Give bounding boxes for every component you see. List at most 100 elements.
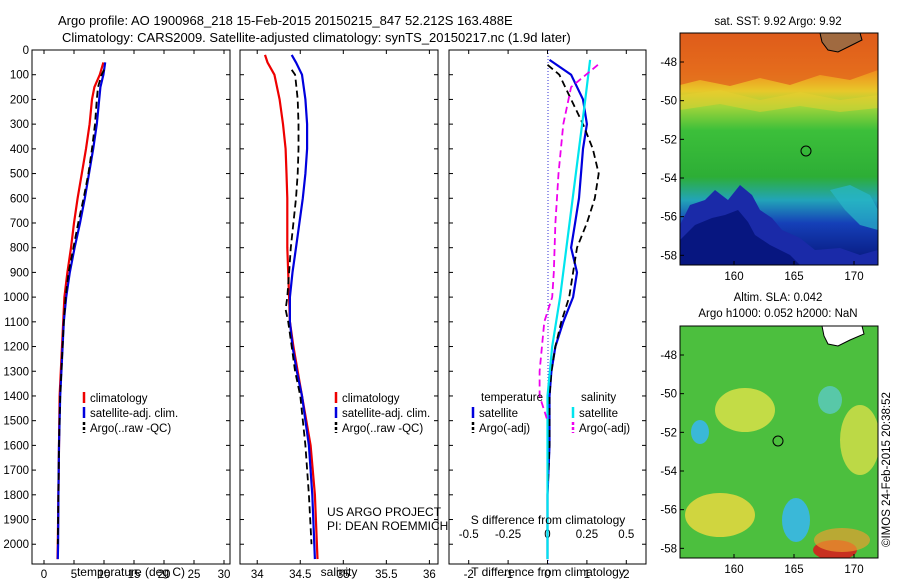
depth-tick-label: 800 <box>10 243 29 255</box>
depth-tick-label: 2000 <box>3 539 29 551</box>
legend-label: Argo(-adj) <box>579 423 630 435</box>
x-tick-label: 15 <box>128 569 141 580</box>
legend-label: satellite-adj. clim. <box>342 408 430 420</box>
depth-axis: 0 100 200 300 400 500 600 700 800 900 1000 1100 1200… <box>3 45 230 551</box>
x-tick-label: 0 <box>41 569 47 580</box>
series-line <box>546 59 592 560</box>
salinity-x-axis: 34 34.5 35 35.5 36 <box>251 50 436 580</box>
legend-group-title: temperature <box>481 392 543 404</box>
temperature-series <box>56 62 107 560</box>
series-line <box>56 62 107 560</box>
sst-map-axes: 160 165 170 -48 -50 -52 -54 -56 -58 <box>660 57 863 283</box>
figure-title-line1: Argo profile: AO 1900968_218 15-Feb-2015… <box>58 13 513 28</box>
series-line <box>288 54 316 560</box>
sla-land <box>821 326 865 347</box>
legend-label: Argo(-adj) <box>479 423 530 435</box>
x-tick-label: -1 <box>503 569 513 580</box>
imos-credit: ©IMOS 24-Feb-2015 20:38:52 <box>881 392 893 547</box>
temperature-axis-label: temperature (deg C) <box>77 565 185 579</box>
figure-title-line2: Climatology: CARS2009. Satellite-adjuste… <box>62 30 571 45</box>
difference-legend: temperature satellite Argo(-adj) salinity sa… <box>471 392 630 435</box>
x-tick-label: -2 <box>464 569 474 580</box>
map-lon-label: 160 <box>724 564 743 576</box>
depth-tick-label: 700 <box>10 218 29 230</box>
project-annotation: US ARGO PROJECT <box>327 505 442 519</box>
map-lon-label: 170 <box>844 271 863 283</box>
x-tick-label: 10 <box>98 569 111 580</box>
sst-cyan-patch <box>830 185 878 230</box>
sst-profile-marker <box>800 145 812 157</box>
map-lat-label: -48 <box>660 350 677 362</box>
x-tick-label: 25 <box>188 569 201 580</box>
difference-panel: -2 -1 0 1 2 -0.5 -0.25 0 0.25 0.5 T difference f… <box>448 49 647 580</box>
temperature-x-axis: 0 5 10 15 20 25 30 <box>41 50 230 580</box>
sst-land <box>819 33 863 53</box>
sla-profile-marker <box>772 435 784 447</box>
depth-tick-label: 1000 <box>3 292 29 304</box>
map-lat-label: -54 <box>660 173 677 185</box>
sst-map-frame <box>679 32 879 266</box>
map-lon-label: 160 <box>724 271 743 283</box>
x-tick-label: 35 <box>337 569 350 580</box>
depth-tick-label: 100 <box>10 70 29 82</box>
x-tick-label: 2 <box>623 569 629 580</box>
depth-tick-label: 1400 <box>3 391 29 403</box>
sla-map-frame <box>679 325 879 559</box>
t-difference-x-axis: -2 -1 0 1 2 <box>464 50 630 580</box>
depth-tick-label: 1100 <box>4 317 29 329</box>
salinity-axis-label: salinity <box>321 565 358 579</box>
temperature-legend: climatology satellite-adj. clim. Argo(..ra… <box>82 392 178 435</box>
depth-tick-label: 1900 <box>3 515 29 527</box>
depth-tick-label: 200 <box>10 94 29 106</box>
depth-tick-label: 1700 <box>3 465 29 477</box>
series-line <box>284 69 313 545</box>
salinity-legend: climatology satellite-adj. clim. Argo(..ra… <box>334 392 430 435</box>
legend-group-title: salinity <box>581 392 616 404</box>
s-tick-label: 0.25 <box>576 529 598 541</box>
s-tick-label: -0.5 <box>459 529 479 541</box>
x-tick-label: 36 <box>423 569 436 580</box>
legend-label: climatology <box>342 393 400 405</box>
sla-yellow-patch <box>715 388 775 432</box>
depth-tick-label: 600 <box>10 193 29 205</box>
legend-label: Argo(..raw -QC) <box>342 423 423 435</box>
depth-tick-label: 500 <box>10 169 29 181</box>
difference-series <box>538 58 600 560</box>
depth-tick-label: 1600 <box>3 440 29 452</box>
depth-tick-label: 300 <box>10 119 29 131</box>
map-lon-label: 165 <box>784 271 803 283</box>
sla-map-title-line1: Altim. SLA: 0.042 <box>734 292 823 304</box>
sla-map-title-line2: Argo h1000: 0.052 h2000: NaN <box>698 308 857 320</box>
map-lat-label: -54 <box>660 466 677 478</box>
depth-tick-label: 900 <box>10 267 29 279</box>
legend-label: satellite <box>579 408 618 420</box>
map-lat-label: -58 <box>660 250 677 262</box>
s-difference-axis-label: S difference from climatology <box>471 513 626 527</box>
x-tick-label: 1 <box>584 569 590 580</box>
s-tick-label: 0.5 <box>618 529 634 541</box>
map-lat-label: -50 <box>660 389 677 401</box>
depth-tick-label: 1200 <box>3 342 29 354</box>
x-tick-label: 5 <box>71 569 77 580</box>
depth-tick-label: 1800 <box>3 490 29 502</box>
x-tick-label: 20 <box>158 569 171 580</box>
legend-label: climatology <box>90 393 148 405</box>
depth-tick-label: 1500 <box>3 416 29 428</box>
sla-cyan-patch <box>782 498 810 542</box>
t-difference-axis-label: T difference from climatology <box>471 565 625 579</box>
depth-tick-label: 1300 <box>3 366 29 378</box>
salinity-ticks <box>240 49 438 545</box>
series-line <box>546 64 600 545</box>
legend-label: satellite <box>479 408 518 420</box>
sla-map-axes: 160 165 170 -48 -50 -52 -54 -56 -58 <box>660 350 863 576</box>
sla-orange-patch <box>814 528 870 552</box>
map-lat-label: -50 <box>660 96 677 108</box>
map-lat-label: -56 <box>660 212 677 224</box>
map-lat-label: -56 <box>660 505 677 517</box>
map-lat-label: -52 <box>660 134 677 146</box>
map-lon-label: 170 <box>844 564 863 576</box>
depth-tick-label: 400 <box>10 144 29 156</box>
sst-coldest-region <box>680 210 800 265</box>
depth-tick-label: 0 <box>23 45 29 57</box>
